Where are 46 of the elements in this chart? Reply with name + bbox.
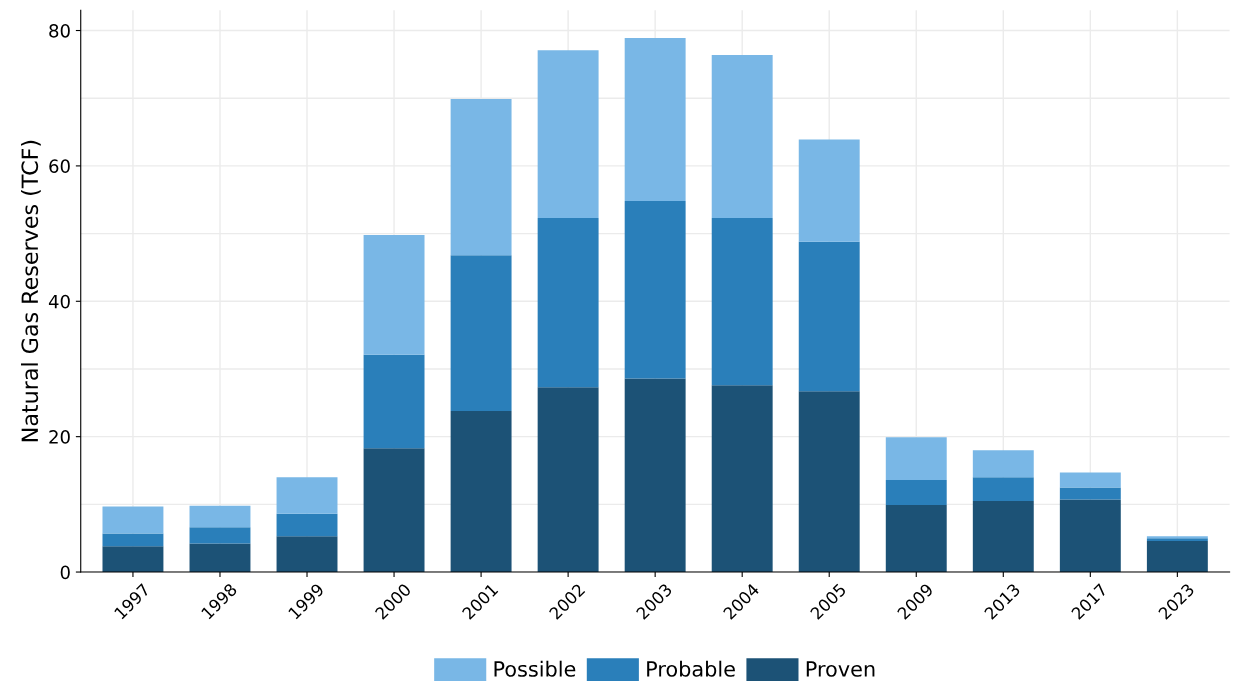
y-tick-label: 60	[49, 159, 70, 174]
bar	[450, 255, 512, 411]
bar	[885, 505, 947, 573]
y-tick-label: 20	[49, 430, 70, 444]
bar	[1059, 499, 1121, 573]
bar	[189, 543, 251, 573]
legend-label: Probable	[647, 660, 735, 677]
bar	[885, 479, 947, 506]
bar	[363, 354, 425, 449]
bar	[276, 477, 338, 514]
bar	[189, 505, 251, 528]
bar	[102, 546, 164, 573]
bar	[276, 536, 338, 573]
bar	[798, 391, 860, 573]
bar	[276, 513, 338, 537]
bar	[711, 218, 773, 386]
bar	[537, 387, 599, 573]
bar	[972, 500, 1034, 573]
y-tick-label: 40	[48, 294, 70, 309]
bar	[102, 506, 164, 534]
bar	[189, 527, 251, 544]
bar	[102, 533, 164, 547]
bar	[711, 54, 773, 219]
bar	[885, 437, 947, 480]
y-tick-label: 80	[49, 23, 70, 38]
bar	[450, 410, 512, 573]
bar	[711, 385, 773, 573]
bar	[624, 378, 686, 573]
bar	[972, 450, 1034, 478]
bar	[798, 241, 860, 392]
y-tick-label: 0	[60, 565, 70, 580]
bar	[363, 448, 425, 573]
bar	[972, 477, 1034, 501]
bar	[537, 218, 599, 388]
bar	[1059, 487, 1121, 500]
bar	[537, 50, 599, 219]
bar	[363, 234, 425, 355]
bar	[624, 37, 686, 202]
bar	[1059, 472, 1121, 488]
legend-label: Possible	[494, 660, 576, 677]
bar	[1146, 540, 1208, 573]
legend-label: Proven	[806, 661, 875, 677]
bar	[624, 201, 686, 379]
bar	[798, 139, 860, 242]
bar	[450, 98, 512, 256]
y-axis-title: Natural Gas Reserves (TCF)	[20, 140, 41, 442]
